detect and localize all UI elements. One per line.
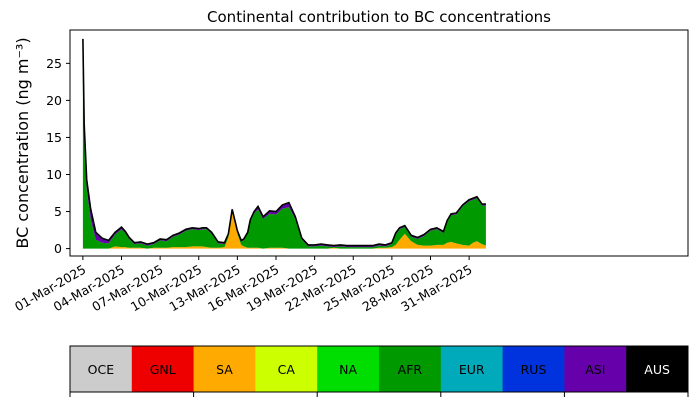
x-axis: 01-Mar-202504-Mar-202507-Mar-202510-Mar-…	[12, 256, 475, 314]
legend-frame	[69, 345, 689, 393]
legend-label-rus: RUS	[521, 362, 547, 377]
y-tick-label: 5	[54, 204, 62, 219]
y-tick-label: 10	[46, 167, 62, 182]
plot-frame	[69, 29, 689, 257]
legend-label-oce: OCE	[88, 362, 115, 377]
legend-swatch-rus	[502, 346, 565, 392]
area-asi	[82, 52, 486, 248]
area-sa	[82, 211, 486, 249]
y-tick-label: 15	[46, 130, 62, 145]
legend-swatch-aus	[626, 346, 689, 392]
y-axis-label: BC concentration (ng m⁻³)	[13, 37, 32, 248]
legend-label-na: NA	[339, 362, 357, 377]
legend-swatch-gnl	[131, 346, 195, 392]
legend-swatch-na	[317, 346, 380, 392]
total-line	[82, 38, 486, 247]
chart-title: Continental contribution to BC concentra…	[207, 8, 551, 26]
legend-label-gnl: GNL	[150, 362, 176, 377]
y-tick-label: 20	[46, 93, 62, 108]
region-legend: OCE GNL SA CA NA AFR EUR RUS ASI AUS	[69, 345, 689, 397]
legend-swatch-ca	[255, 346, 318, 392]
legend-label-asi: ASI	[585, 362, 605, 377]
y-tick-label: 0	[54, 241, 62, 256]
legend-label-eur: EUR	[459, 362, 485, 377]
y-axis: 0 5 10 15 20 25	[46, 56, 70, 256]
legend-label-afr: AFR	[398, 362, 423, 377]
legend-swatch-oce	[70, 346, 133, 392]
legend-swatch-afr	[379, 346, 442, 392]
area-afr	[82, 63, 486, 249]
legend-label-ca: CA	[278, 362, 296, 377]
stacked-areas	[82, 38, 486, 249]
legend-label-sa: SA	[216, 362, 233, 377]
y-tick-label: 25	[46, 56, 62, 71]
legend-swatch-sa	[193, 346, 256, 392]
legend-label-aus: AUS	[644, 362, 670, 377]
legend-swatch-asi	[564, 346, 627, 392]
legend-swatch-eur	[440, 346, 504, 392]
